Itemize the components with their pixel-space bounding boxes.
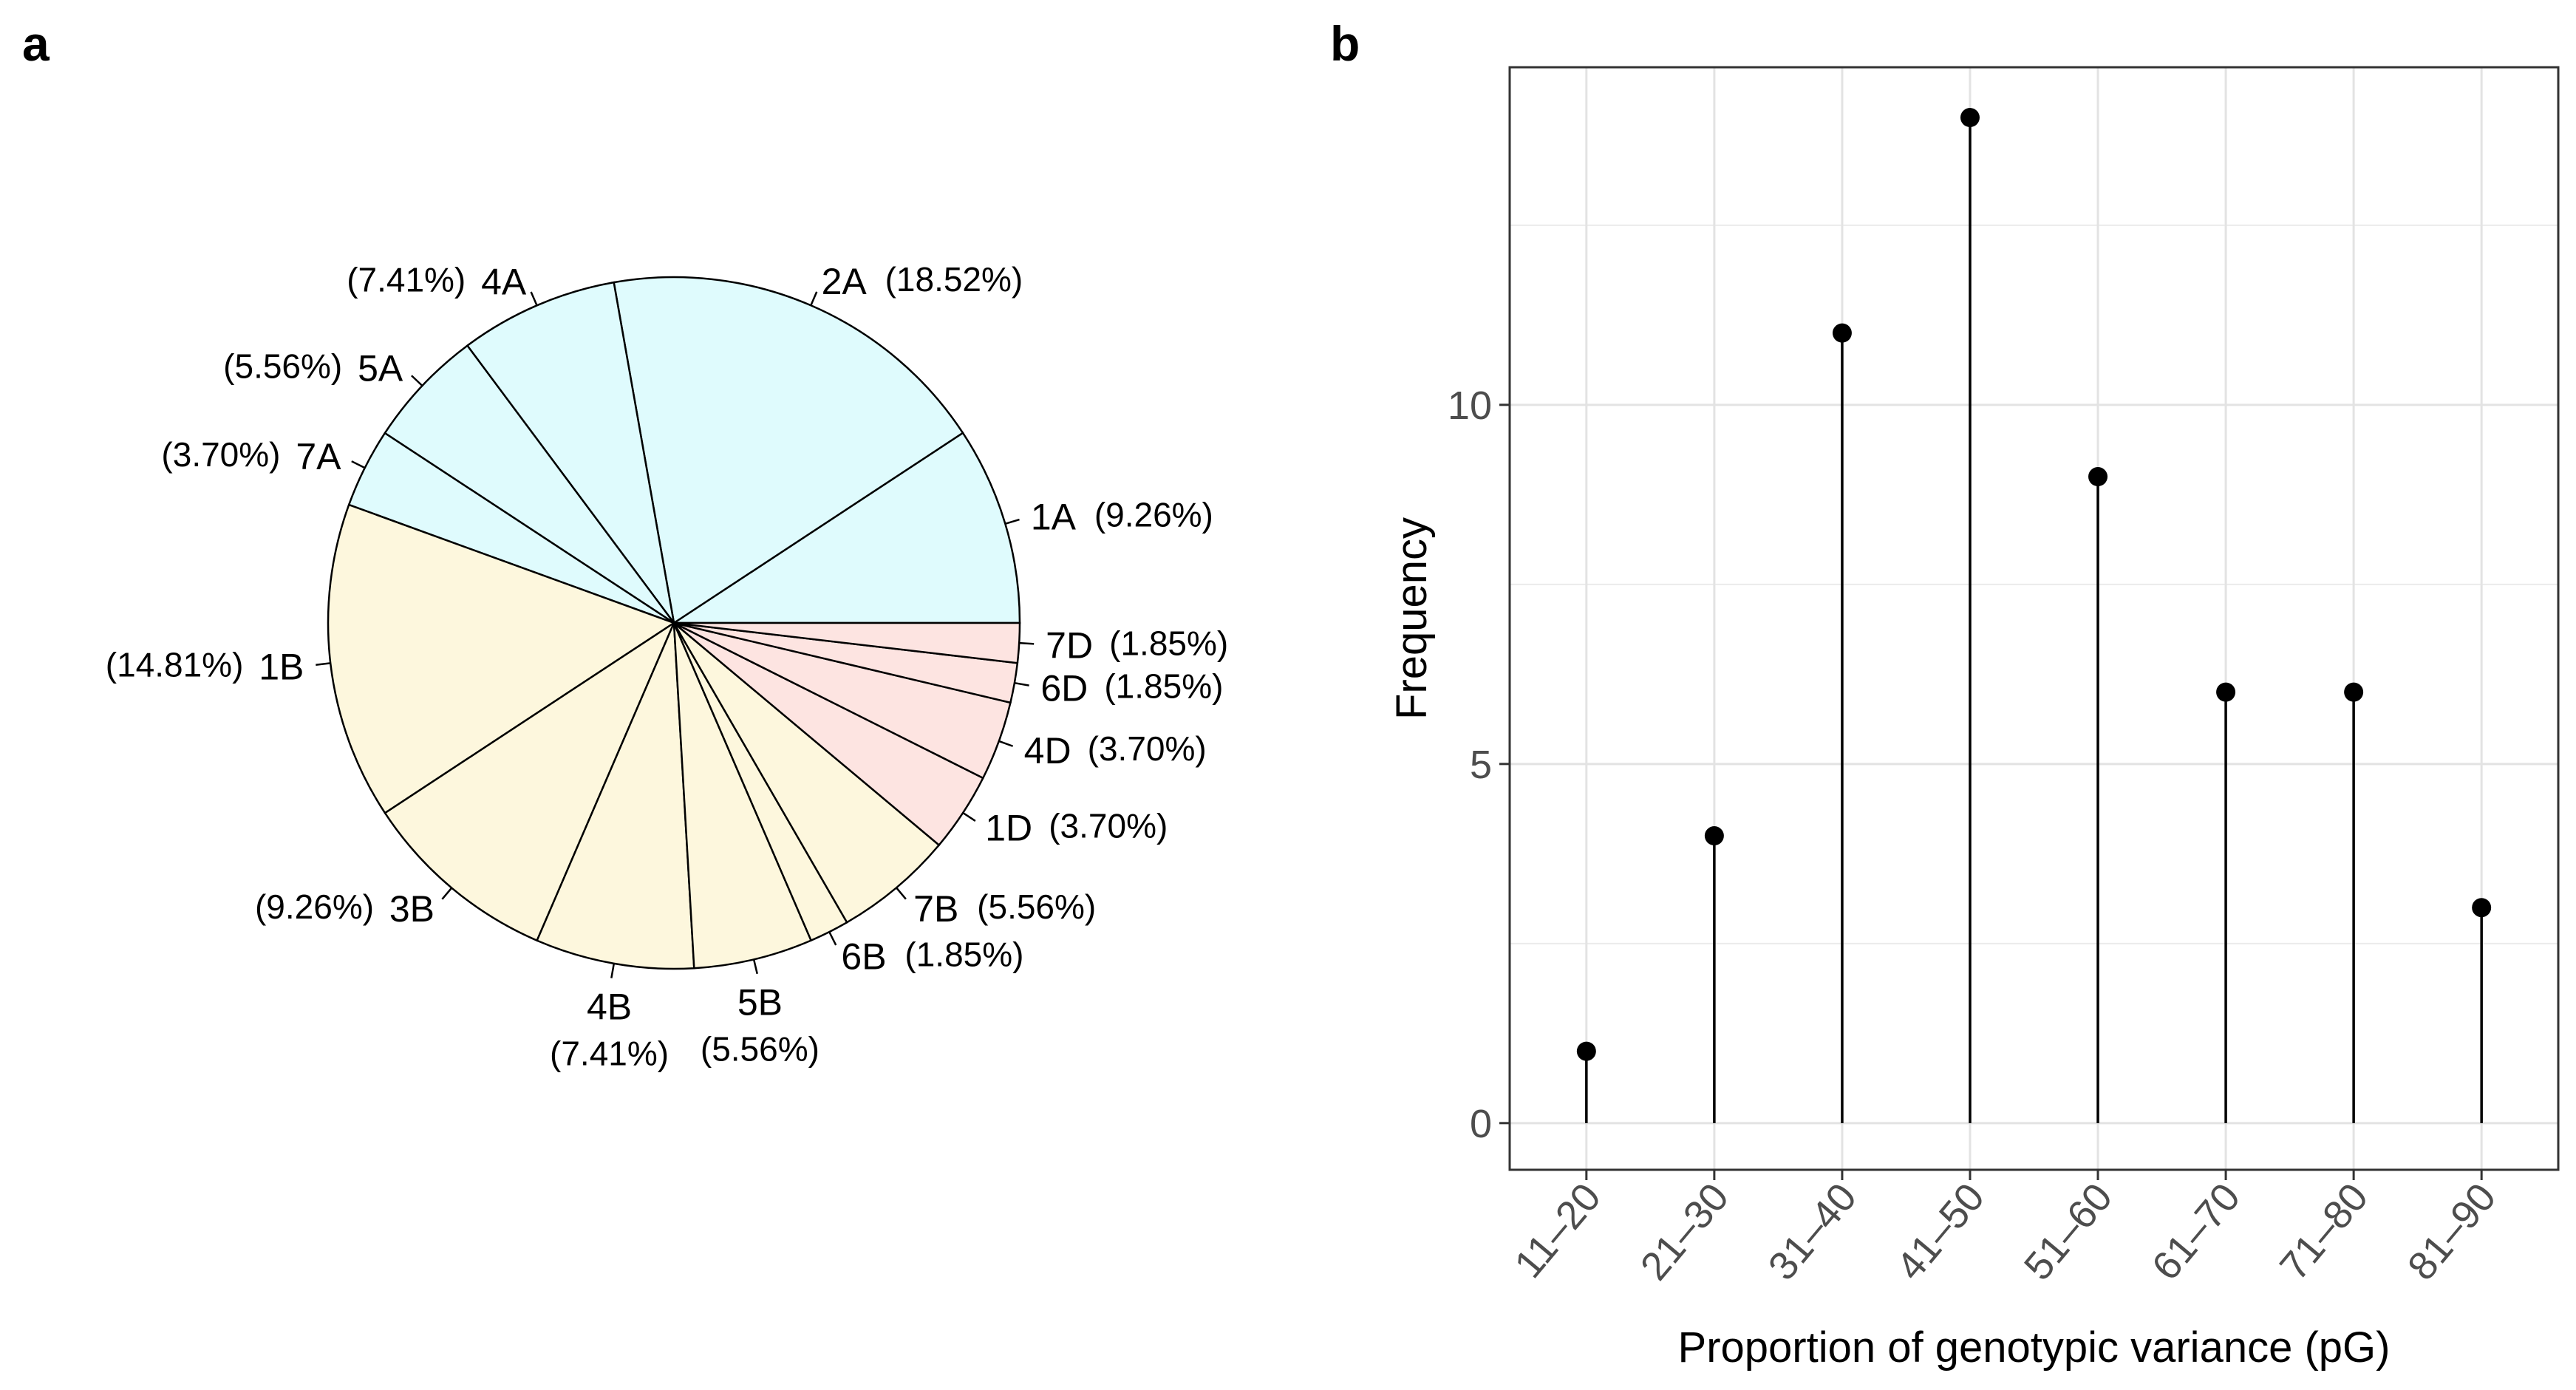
pie-tick-3b bbox=[441, 887, 453, 900]
pie-tick-1d bbox=[962, 811, 976, 822]
pie-label-3b: 3B bbox=[389, 888, 435, 930]
panel-label-b: b bbox=[1330, 16, 1360, 71]
y-axis-ticks: 0 5 10 bbox=[1448, 384, 1510, 1146]
pie-tick-4b bbox=[610, 963, 616, 978]
x-tick-label: 61–70 bbox=[2144, 1175, 2249, 1289]
lollipop-point bbox=[1704, 826, 1724, 846]
pie-percent-3b: (9.26%) bbox=[255, 888, 374, 926]
pie-tick-7d bbox=[1019, 641, 1035, 645]
pie-tick-5a bbox=[411, 375, 423, 386]
pie-percent-4d: (3.70%) bbox=[1088, 729, 1207, 768]
pie-percent-7d: (1.85%) bbox=[1109, 624, 1228, 662]
plot-panel-border bbox=[1508, 66, 2560, 1171]
x-tick-label: 51–60 bbox=[2016, 1175, 2121, 1289]
lollipop-point bbox=[2088, 467, 2108, 487]
lollipop-point bbox=[1832, 323, 1852, 343]
x-axis-ticks: 11–20 21–30 31–40 41–50 51–60 61–70 71–80 81–90 bbox=[1506, 1170, 2504, 1289]
pie-tick-7a bbox=[351, 460, 366, 469]
lollipop-point bbox=[2344, 682, 2364, 702]
pie-tick-4d bbox=[998, 740, 1014, 747]
pie-slice-2a bbox=[613, 276, 964, 625]
lollipop-point bbox=[1576, 1041, 1596, 1061]
pie-label-5a: 5A bbox=[358, 347, 403, 389]
pie-label-1d: 1D bbox=[985, 808, 1032, 849]
grid-lines bbox=[1510, 67, 2558, 1170]
pie-label-1a: 1A bbox=[1031, 496, 1077, 537]
pie-percent-4b: (7.41%) bbox=[550, 1034, 669, 1072]
pie-tick-7b bbox=[896, 887, 907, 900]
y-tick-label: 10 bbox=[1448, 384, 1492, 428]
lollipop-chart: 0 5 10 11–20 21–30 31–40 41–50 51–60 61–70 71–80… bbox=[1388, 66, 2560, 1372]
pie-slice-7b bbox=[672, 622, 941, 924]
pie-slice-4a bbox=[466, 281, 675, 624]
pie-tick-6d bbox=[1014, 681, 1029, 687]
pie-label-4a: 4A bbox=[481, 261, 527, 302]
pie-chart: 1A (9.26%) 2A (18.52%) 4A (7.41%) 5A (5.56%) 7A (… bbox=[106, 260, 1228, 1072]
x-tick-label: 11–20 bbox=[1506, 1175, 1609, 1287]
pie-label-6b: 6B bbox=[841, 936, 886, 977]
pie-label-4d: 4D bbox=[1024, 730, 1071, 771]
pie-label-7a: 7A bbox=[296, 436, 341, 477]
lollipop-point bbox=[2472, 898, 2492, 918]
pie-tick-4a bbox=[530, 291, 538, 306]
pie-slice-4b bbox=[536, 622, 695, 970]
pie-percent-6d: (1.85%) bbox=[1104, 667, 1223, 705]
lollipop-point bbox=[1960, 108, 1980, 128]
panel-label-a: a bbox=[22, 16, 50, 71]
lollipop-point bbox=[2216, 682, 2236, 702]
pie-percent-5a: (5.56%) bbox=[223, 347, 342, 385]
pie-label-6d: 6D bbox=[1040, 667, 1088, 709]
pie-slice-5a bbox=[384, 344, 675, 624]
pie-percent-1d: (3.70%) bbox=[1049, 807, 1168, 845]
pie-tick-1a bbox=[1004, 518, 1020, 525]
lollipop-stems bbox=[1585, 117, 2483, 1123]
pie-label-5b: 5B bbox=[737, 981, 783, 1023]
y-tick-label: 0 bbox=[1470, 1102, 1492, 1146]
pie-percent-7b: (5.56%) bbox=[977, 888, 1096, 926]
x-tick-label: 41–50 bbox=[1888, 1175, 1993, 1289]
pie-label-2a: 2A bbox=[822, 261, 868, 302]
pie-slice-1b bbox=[327, 503, 676, 814]
pie-percent-7a: (3.70%) bbox=[161, 435, 280, 474]
lollipop-points bbox=[1576, 108, 2492, 1061]
pie-tick-2a bbox=[810, 291, 818, 306]
pie-percent-5b: (5.56%) bbox=[701, 1029, 820, 1068]
pie-label-4b: 4B bbox=[587, 986, 632, 1027]
x-axis-title: Proportion of genotypic variance (pG) bbox=[1678, 1323, 2391, 1372]
pie-slice-7d bbox=[673, 621, 1021, 664]
x-tick-label: 71–80 bbox=[2272, 1175, 2376, 1289]
y-axis-title: Frequency bbox=[1388, 517, 1436, 720]
pie-label-7b: 7B bbox=[913, 888, 958, 930]
pie-percent-1a: (9.26%) bbox=[1094, 495, 1213, 534]
pie-percent-4a: (7.41%) bbox=[347, 260, 466, 299]
y-tick-label: 5 bbox=[1470, 743, 1492, 787]
pie-tick-6b bbox=[828, 931, 837, 946]
pie-tick-5b bbox=[752, 959, 758, 975]
pie-label-7d: 7D bbox=[1046, 624, 1093, 666]
x-tick-label: 81–90 bbox=[2399, 1175, 2504, 1289]
pie-percent-1b: (14.81%) bbox=[106, 646, 244, 684]
pie-percent-6b: (1.85%) bbox=[904, 935, 1023, 973]
pie-label-1b: 1B bbox=[259, 647, 304, 688]
pie-tick-1b bbox=[316, 662, 331, 666]
x-tick-label: 31–40 bbox=[1760, 1175, 1865, 1289]
x-tick-label: 21–30 bbox=[1632, 1175, 1737, 1289]
pie-percent-2a: (18.52%) bbox=[885, 260, 1023, 299]
